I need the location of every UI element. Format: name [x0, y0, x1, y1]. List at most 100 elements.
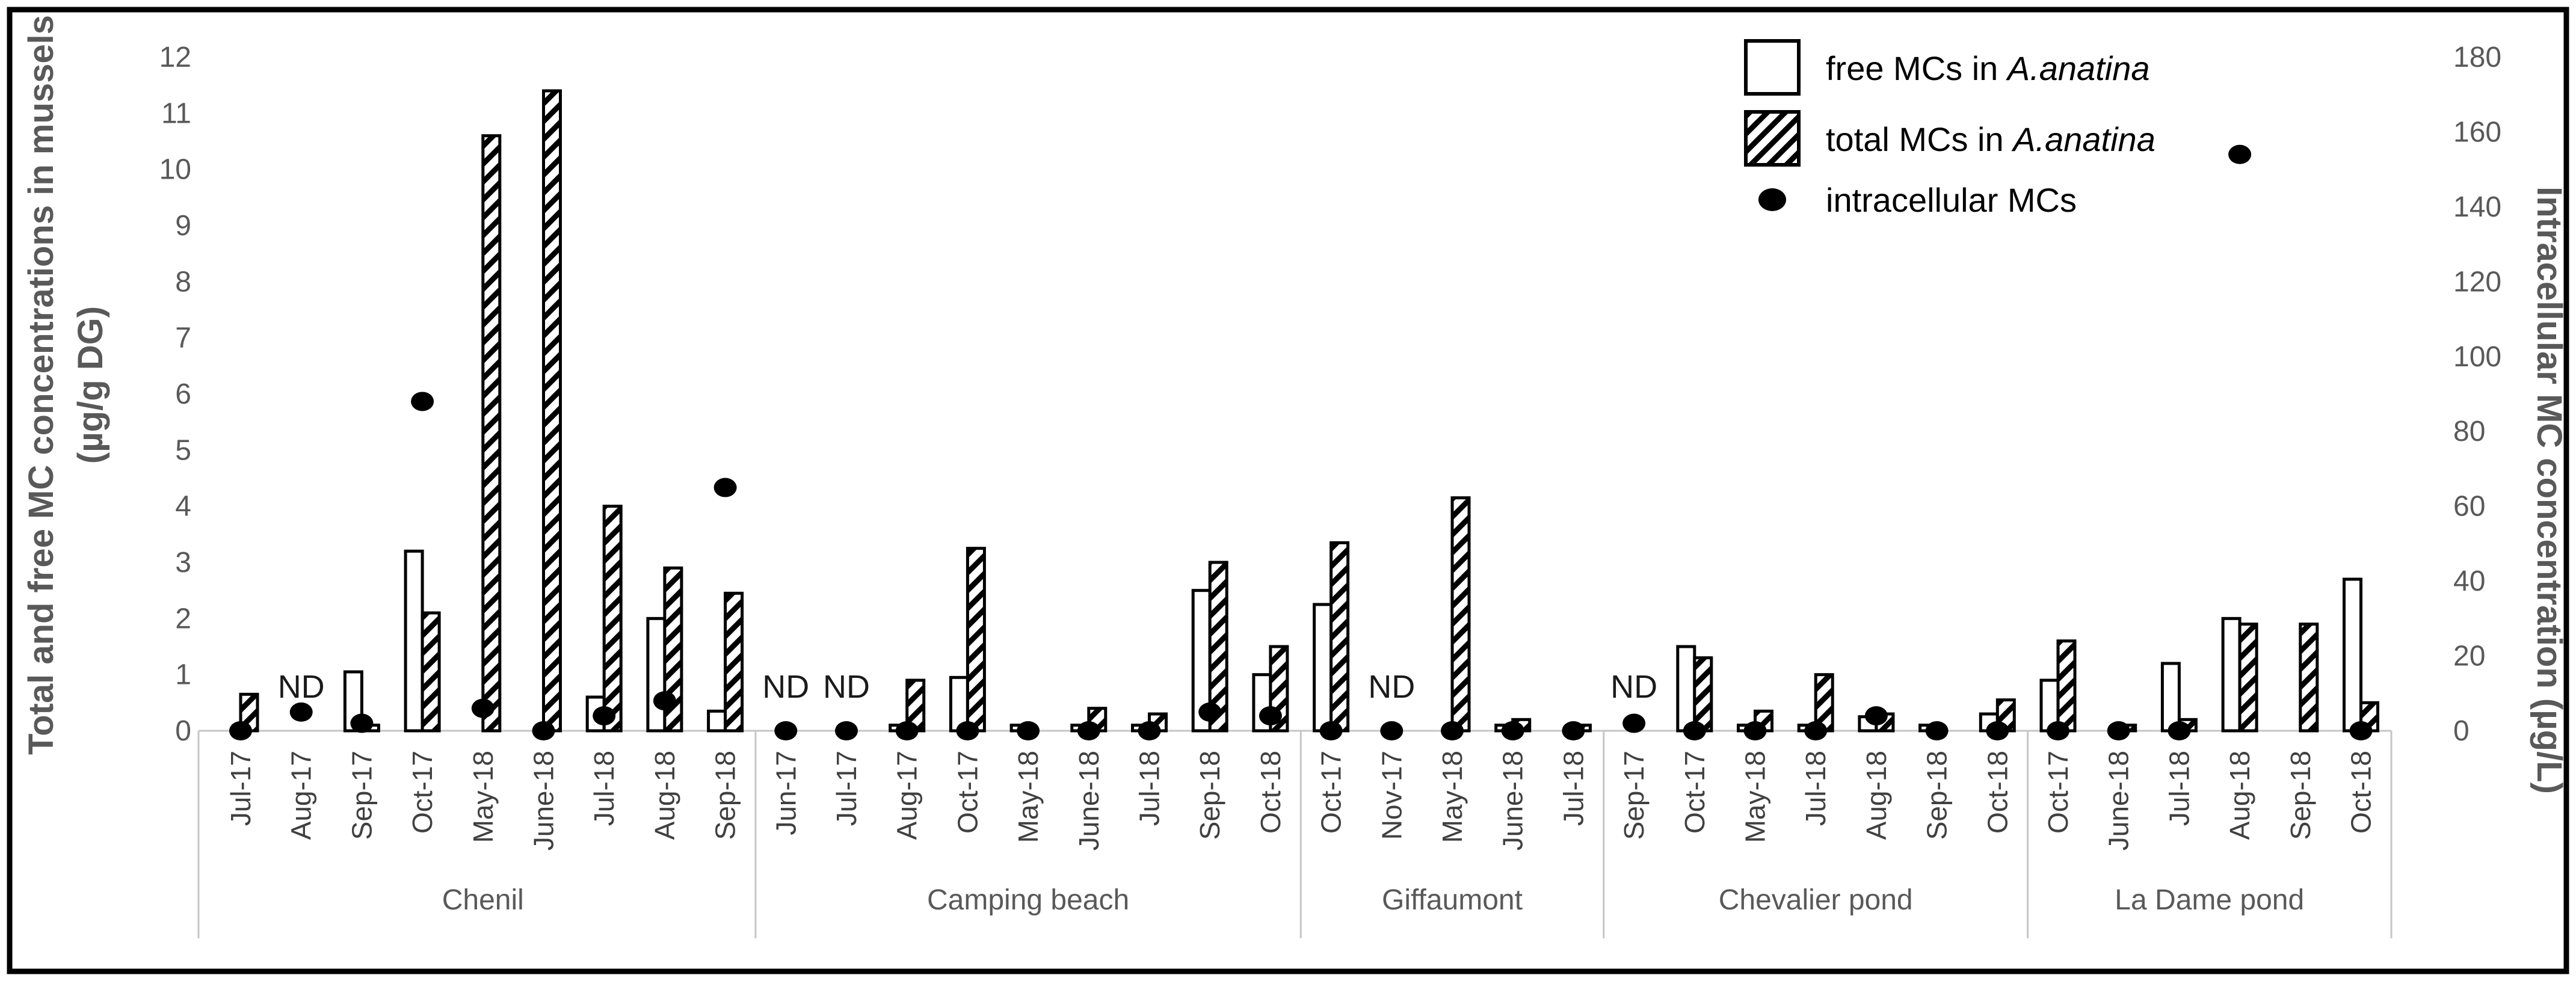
- dot-intracellular-mcs: [1319, 721, 1343, 740]
- nd-label: ND: [762, 669, 809, 705]
- dot-intracellular-mcs: [1017, 721, 1040, 740]
- bar-total-mcs: [724, 591, 744, 733]
- x-tick-label: Oct-18: [1982, 751, 2013, 834]
- x-tick-label: Oct-18: [1255, 751, 1286, 834]
- dot-intracellular-mcs: [713, 478, 737, 497]
- dots-layer: [229, 144, 2373, 740]
- x-tick-label: Jul-17: [225, 751, 256, 826]
- dot-intracellular-mcs: [1925, 721, 1949, 740]
- x-tick-label: Sep-18: [710, 751, 741, 840]
- bar-total-mcs: [2238, 623, 2258, 733]
- nd-label: ND: [1368, 669, 1415, 705]
- dot-intracellular-mcs: [229, 721, 252, 740]
- left-axis-title-line2: (µg/g DG): [71, 306, 110, 464]
- bar-total-mcs: [1208, 561, 1228, 733]
- y-tick-left: 10: [159, 154, 191, 186]
- right-axis-ticks: 0 20 40 60 80 100 120 140 160 180: [2453, 42, 2501, 747]
- y-tick-left: 2: [175, 603, 191, 635]
- x-tick-label: Jul-17: [831, 751, 862, 826]
- bar-free-mcs: [1676, 645, 1696, 733]
- x-tick-label: Oct-18: [2346, 751, 2377, 834]
- x-tick-label: Aug-18: [2224, 751, 2255, 840]
- nd-label: ND: [823, 669, 870, 705]
- x-tick-label: Nov-17: [1376, 751, 1407, 840]
- dot-intracellular-mcs: [1622, 713, 1646, 733]
- legend-label-intracellular: intracellular MCs: [1826, 181, 2077, 219]
- y-tick-right: 60: [2453, 491, 2485, 523]
- legend: free MCs in A.anatina total MCs in A.ana…: [1744, 39, 2155, 219]
- site-group-labels: Chenil Camping beach Giffaumont Chevalier p…: [442, 884, 2304, 916]
- dot-intracellular-mcs: [774, 721, 798, 740]
- y-tick-left: 4: [175, 491, 191, 523]
- bar-free-mcs: [2221, 617, 2242, 733]
- dot-intracellular-mcs: [2168, 721, 2191, 740]
- y-tick-left: 8: [175, 266, 191, 298]
- x-tick-label: Aug-18: [1861, 751, 1892, 840]
- dot-intracellular-mcs: [2228, 144, 2252, 164]
- y-tick-right: 120: [2453, 266, 2501, 298]
- x-tick-label: Oct-17: [407, 751, 438, 834]
- site-label: Giffaumont: [1382, 884, 1523, 916]
- x-tick-label: Oct-17: [1316, 751, 1347, 834]
- x-tick-label: June-18: [1073, 751, 1105, 850]
- dot-intracellular-mcs: [1804, 721, 1828, 740]
- dot-intracellular-mcs: [532, 721, 555, 740]
- dot-intracellular-mcs: [350, 713, 374, 733]
- x-tick-label: Aug-17: [892, 751, 923, 840]
- site-label: Chenil: [442, 884, 524, 916]
- x-tick-label: May-18: [1740, 751, 1771, 843]
- bar-total-mcs: [1330, 541, 1350, 733]
- y-tick-right: 80: [2453, 416, 2485, 447]
- x-tick-label: June-18: [528, 751, 559, 850]
- y-tick-left: 3: [175, 547, 191, 579]
- dot-intracellular-mcs: [1441, 721, 1464, 740]
- y-tick-left: 5: [175, 434, 191, 466]
- y-tick-left: 7: [175, 322, 191, 354]
- x-tick-label: Aug-18: [649, 751, 680, 840]
- site-label: Camping beach: [927, 884, 1129, 916]
- dot-intracellular-mcs: [2349, 721, 2373, 740]
- figure-border: [7, 7, 2569, 974]
- bar-free-mcs: [2343, 577, 2362, 733]
- x-tick-label: Jul-18: [588, 751, 620, 826]
- bar-total-mcs: [481, 134, 502, 733]
- dot-intracellular-mcs: [1380, 721, 1404, 740]
- bar-total-mcs: [1693, 656, 1713, 733]
- dot-icon: [1758, 188, 1786, 211]
- legend-label-total: total MCs in A.anatina: [1826, 120, 2155, 158]
- bar-total-mcs: [1450, 496, 1471, 733]
- nd-label: ND: [1610, 669, 1657, 705]
- right-axis-title: Intracellular MC concentration (µg/L): [2530, 186, 2569, 794]
- x-tick-label: Sep-17: [346, 751, 377, 840]
- x-tick-label: Sep-18: [1921, 751, 1953, 840]
- bar-total-mcs: [602, 505, 623, 733]
- y-tick-right: 0: [2453, 715, 2470, 747]
- dot-intracellular-mcs: [411, 392, 434, 411]
- y-tick-right: 160: [2453, 116, 2501, 148]
- y-tick-right: 40: [2453, 565, 2485, 597]
- site-label: Chevalier pond: [1719, 884, 1913, 916]
- dot-intracellular-mcs: [1259, 706, 1282, 726]
- x-tick-label: Jun-17: [770, 751, 801, 835]
- y-tick-left: 6: [175, 378, 191, 410]
- x-tick-label: June-18: [2103, 751, 2134, 850]
- x-tick-label: Oct-17: [952, 751, 983, 834]
- nd-label: ND: [278, 669, 325, 705]
- x-tick-label: May-18: [467, 751, 499, 843]
- dot-intracellular-mcs: [895, 721, 919, 740]
- left-axis-title-line1: Total and free MC concentrations in muss…: [22, 15, 61, 755]
- bar-total-mcs: [421, 611, 441, 733]
- dot-intracellular-mcs: [1198, 702, 1222, 722]
- bar-total-mcs: [2056, 639, 2077, 733]
- hatched-bar-icon: [1744, 110, 1801, 167]
- x-tick-label: Sep-17: [1618, 751, 1650, 840]
- dot-intracellular-mcs: [956, 721, 979, 740]
- dot-intracellular-mcs: [835, 721, 858, 740]
- x-tick-label: Jul-18: [1800, 751, 1831, 826]
- x-tick-label: Oct-17: [1679, 751, 1710, 834]
- dot-intracellular-mcs: [1743, 721, 1767, 740]
- bar-total-mcs: [2299, 623, 2319, 733]
- bar-free-mcs: [404, 549, 424, 733]
